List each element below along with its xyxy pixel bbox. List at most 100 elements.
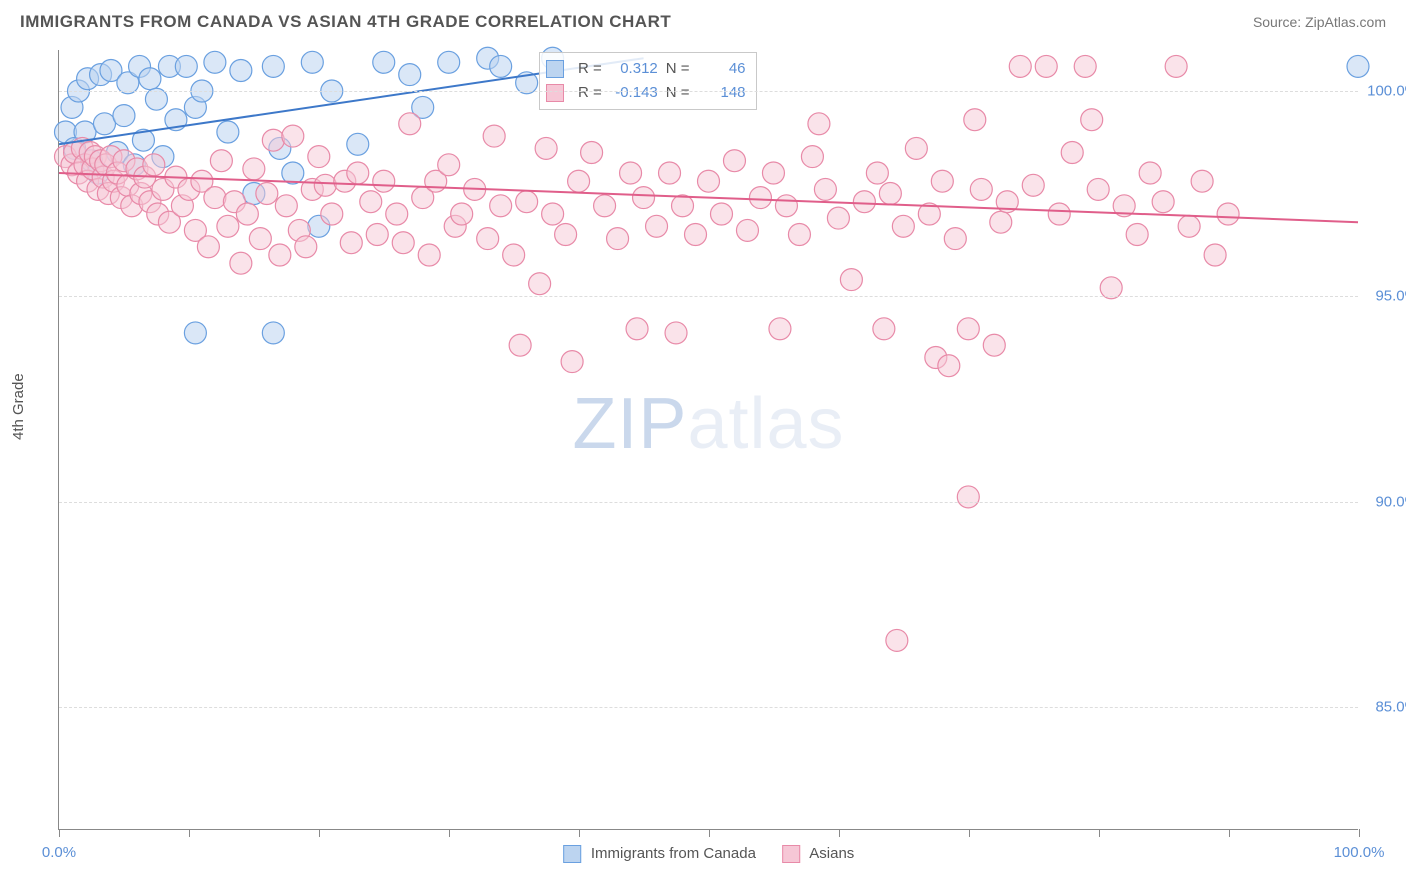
x-tick [1359, 829, 1360, 837]
data-point [698, 170, 720, 192]
data-point [217, 121, 239, 143]
data-point [243, 158, 265, 180]
gridline [59, 296, 1358, 297]
data-point [490, 195, 512, 217]
stats-row-series-2: R = -0.143 N = 148 [546, 81, 746, 105]
data-point [143, 154, 165, 176]
data-point [314, 174, 336, 196]
x-tick [839, 829, 840, 837]
data-point [1217, 203, 1239, 225]
x-tick [59, 829, 60, 837]
data-point [1139, 162, 1161, 184]
data-point [964, 109, 986, 131]
data-point [418, 244, 440, 266]
data-point [529, 273, 551, 295]
data-point [814, 178, 836, 200]
data-point [308, 146, 330, 168]
y-tick-label: 95.0% [1363, 288, 1406, 305]
data-point [555, 224, 577, 246]
data-point [1347, 55, 1369, 77]
plot-svg [59, 50, 1358, 829]
data-point [477, 228, 499, 250]
x-tick [449, 829, 450, 837]
data-point [175, 55, 197, 77]
data-point [970, 178, 992, 200]
legend-label-1: Immigrants from Canada [591, 845, 756, 862]
data-point [204, 51, 226, 73]
data-point [1178, 215, 1200, 237]
data-point [1087, 178, 1109, 200]
data-point [1048, 203, 1070, 225]
chart-source: Source: ZipAtlas.com [1253, 14, 1386, 30]
y-axis-label: 4th Grade [10, 373, 27, 440]
y-tick-label: 85.0% [1363, 698, 1406, 715]
data-point [938, 355, 960, 377]
x-tick [579, 829, 580, 837]
data-point [1152, 191, 1174, 213]
x-tick [1099, 829, 1100, 837]
data-point [886, 629, 908, 651]
data-point [659, 162, 681, 184]
x-tick [319, 829, 320, 837]
data-point [873, 318, 895, 340]
x-tick [189, 829, 190, 837]
data-point [262, 129, 284, 151]
data-point [607, 228, 629, 250]
data-point [295, 236, 317, 258]
stats-swatch-1 [546, 60, 564, 78]
data-point [710, 203, 732, 225]
data-point [808, 113, 830, 135]
data-point [1126, 224, 1148, 246]
data-point [509, 334, 531, 356]
data-point [373, 170, 395, 192]
chart-title: IMMIGRANTS FROM CANADA VS ASIAN 4TH GRAD… [20, 12, 671, 32]
data-point [210, 150, 232, 172]
data-point [736, 219, 758, 241]
data-point [594, 195, 616, 217]
data-point [236, 203, 258, 225]
data-point [990, 211, 1012, 233]
data-point [561, 351, 583, 373]
data-point [665, 322, 687, 344]
stats-n-value-2: 148 [698, 81, 746, 105]
data-point [853, 191, 875, 213]
legend-swatch-2 [782, 845, 800, 863]
legend-label-2: Asians [809, 845, 854, 862]
legend-item-1: Immigrants from Canada [563, 845, 756, 863]
legend-swatch-1 [563, 845, 581, 863]
gridline [59, 91, 1358, 92]
data-point [262, 55, 284, 77]
data-point [230, 252, 252, 274]
data-point [139, 68, 161, 90]
data-point [672, 195, 694, 217]
data-point [399, 64, 421, 86]
stats-n-value-1: 46 [698, 57, 746, 81]
data-point [879, 183, 901, 205]
data-point [340, 232, 362, 254]
data-point [542, 203, 564, 225]
data-point [1022, 174, 1044, 196]
data-point [827, 207, 849, 229]
data-point [840, 269, 862, 291]
x-tick [969, 829, 970, 837]
data-point [347, 133, 369, 155]
data-point [490, 55, 512, 77]
data-point [1035, 55, 1057, 77]
data-point [1081, 109, 1103, 131]
data-point [1074, 55, 1096, 77]
data-point [438, 51, 460, 73]
data-point [620, 162, 642, 184]
data-point [581, 142, 603, 164]
data-point [282, 125, 304, 147]
stats-row-series-1: R = 0.312 N = 46 [546, 57, 746, 81]
data-point [1191, 170, 1213, 192]
stats-n-label: N = [666, 57, 690, 81]
data-point [633, 187, 655, 209]
data-point [184, 322, 206, 344]
data-point [373, 51, 395, 73]
data-point [905, 137, 927, 159]
legend: Immigrants from Canada Asians [563, 845, 855, 863]
data-point [626, 318, 648, 340]
x-tick [709, 829, 710, 837]
data-point [723, 150, 745, 172]
